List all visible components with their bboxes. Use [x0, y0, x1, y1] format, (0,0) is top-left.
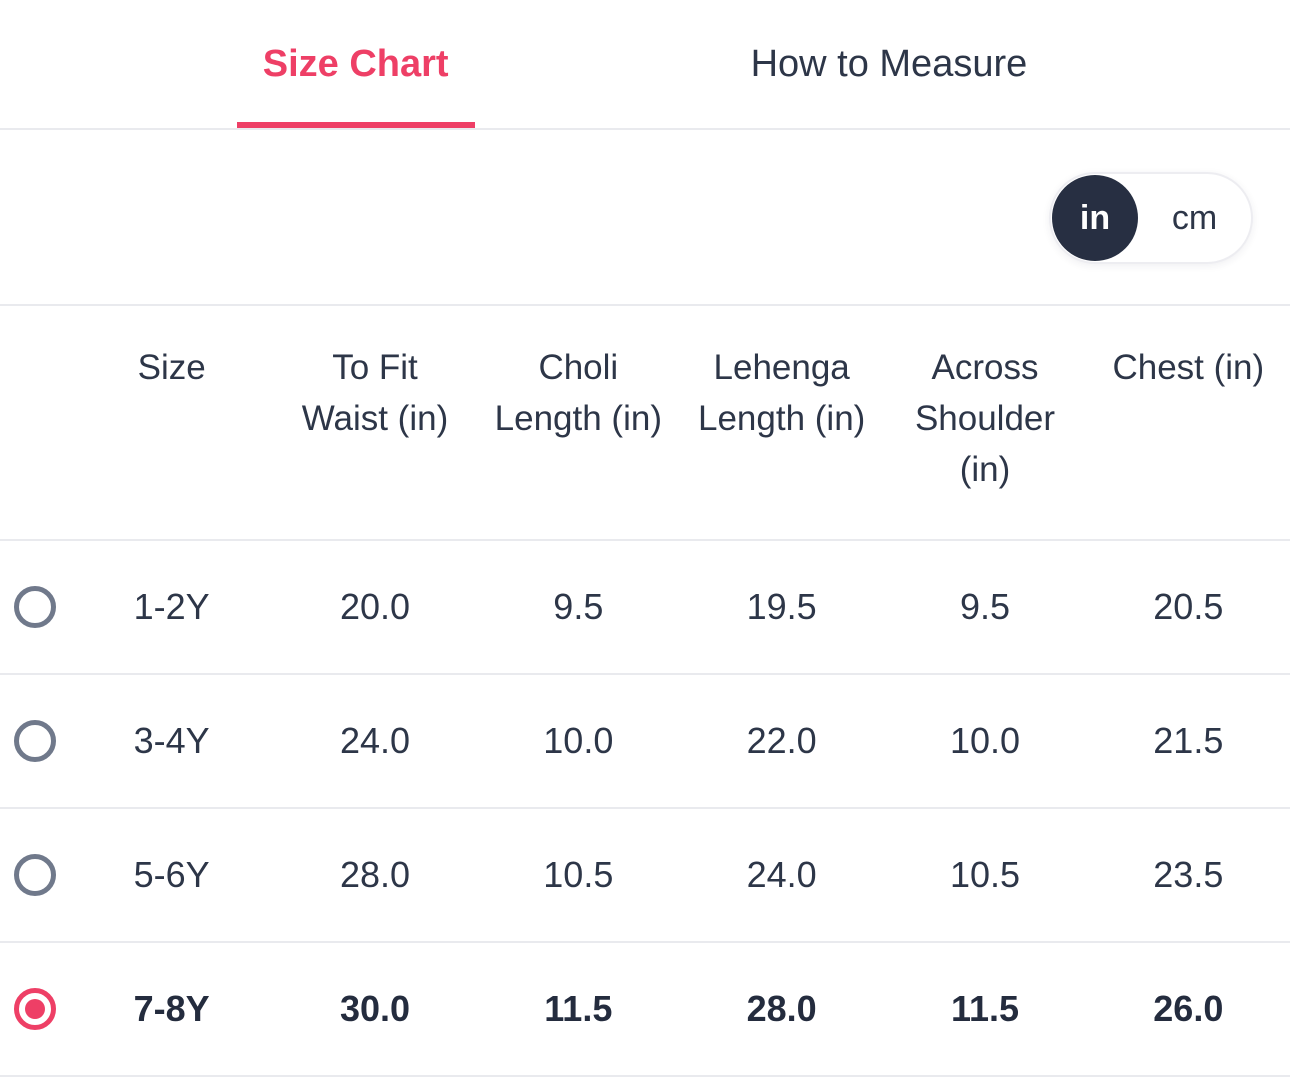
cell-chest: 20.5 — [1153, 586, 1224, 627]
header-to-fit-waist-line: Waist (in) — [301, 399, 449, 438]
header-choli-length-line: Length (in) — [494, 399, 662, 438]
size-radio-5-6y[interactable] — [14, 854, 56, 896]
tab-how-to-measure-label: How to Measure — [750, 42, 1028, 85]
cell-to-fit-waist: 30.0 — [339, 988, 411, 1029]
header-lehenga-length-line: Length (in) — [697, 399, 866, 438]
cell-chest: 21.5 — [1153, 720, 1224, 761]
cell-choli-length: 11.5 — [544, 988, 613, 1029]
table-row-3-4y[interactable]: 3-4Y 24.0 10.0 22.0 10.0 21.5 — [0, 675, 1290, 809]
cell-chest: 23.5 — [1153, 854, 1224, 895]
tab-size-chart-label: Size Chart — [262, 42, 449, 85]
radio-cell — [0, 586, 70, 628]
header-chest: Chest (in) — [1087, 342, 1290, 393]
cell-across-shoulder: 11.5 — [950, 988, 1020, 1029]
header-size-line: Size — [137, 348, 206, 387]
radio-cell — [0, 988, 70, 1030]
header-chest-line: Chest (in) — [1112, 348, 1265, 387]
tab-size-chart[interactable]: Size Chart — [236, 0, 475, 128]
unit-toggle[interactable]: in cm — [1049, 172, 1253, 264]
size-radio-1-2y[interactable] — [14, 586, 56, 628]
cell-across-shoulder: 10.0 — [949, 720, 1021, 761]
header-to-fit-waist-line: To Fit — [332, 348, 418, 387]
cell-to-fit-waist: 24.0 — [339, 720, 411, 761]
cell-across-shoulder: 10.5 — [949, 854, 1021, 895]
size-radio-3-4y[interactable] — [14, 720, 56, 762]
cell-lehenga-length: 19.5 — [746, 586, 817, 627]
tab-bar: Size Chart How to Measure — [0, 0, 1290, 130]
toggle-row: in cm — [0, 130, 1290, 304]
cell-lehenga-length: 28.0 — [746, 988, 817, 1029]
table-row-5-6y[interactable]: 5-6Y 28.0 10.5 24.0 10.5 23.5 — [0, 809, 1290, 943]
table-row-1-2y[interactable]: 1-2Y 20.0 9.5 19.5 9.5 20.5 — [0, 541, 1290, 675]
cell-size: 5-6Y — [133, 854, 210, 895]
table-row-7-8y[interactable]: 7-8Y 30.0 11.5 28.0 11.5 26.0 — [0, 943, 1290, 1077]
cell-lehenga-length: 22.0 — [746, 720, 817, 761]
cell-choli-length: 9.5 — [553, 586, 604, 627]
radio-cell — [0, 720, 70, 762]
header-choli-length: Choli Length (in) — [477, 342, 680, 444]
cell-size: 1-2Y — [133, 586, 210, 627]
table-header-row: Size To Fit Waist (in) Choli Length (in)… — [0, 306, 1290, 541]
header-lehenga-length: Lehenga Length (in) — [680, 342, 883, 444]
radio-cell — [0, 854, 70, 896]
header-size: Size — [70, 342, 273, 393]
cell-to-fit-waist: 28.0 — [339, 854, 411, 895]
cell-size: 7-8Y — [133, 988, 210, 1029]
cell-chest: 26.0 — [1153, 988, 1224, 1029]
header-across-shoulder-line: Shoulder — [914, 399, 1056, 438]
cell-choli-length: 10.5 — [543, 854, 614, 895]
active-tab-underline — [236, 122, 475, 128]
unit-option-cm[interactable]: cm — [1171, 198, 1218, 237]
tab-how-to-measure[interactable]: How to Measure — [725, 0, 1054, 128]
radio-dot — [25, 999, 45, 1019]
header-to-fit-waist: To Fit Waist (in) — [273, 342, 476, 444]
size-radio-7-8y-selected[interactable] — [14, 988, 56, 1030]
header-lehenga-length-line: Lehenga — [713, 348, 850, 387]
cell-to-fit-waist: 20.0 — [339, 586, 411, 627]
cell-across-shoulder: 9.5 — [959, 586, 1011, 627]
header-across-shoulder-line: (in) — [959, 450, 1011, 489]
header-choli-length-line: Choli — [538, 348, 619, 387]
cell-choli-length: 10.0 — [543, 720, 614, 761]
cell-lehenga-length: 24.0 — [746, 854, 817, 895]
size-chart-table: Size To Fit Waist (in) Choli Length (in)… — [0, 304, 1290, 1077]
unit-option-in[interactable]: in — [1052, 175, 1138, 261]
header-across-shoulder: Across Shoulder (in) — [883, 342, 1086, 495]
cell-size: 3-4Y — [133, 720, 210, 761]
header-across-shoulder-line: Across — [931, 348, 1039, 387]
